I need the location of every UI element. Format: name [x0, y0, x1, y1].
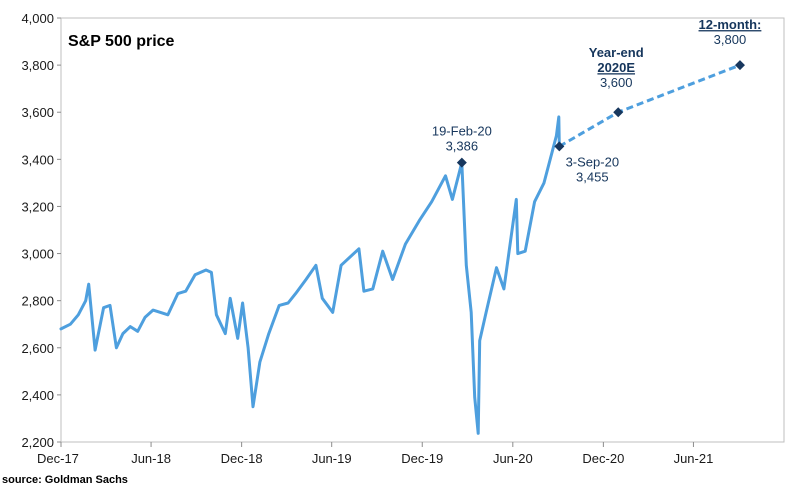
plot-frame — [60, 17, 785, 443]
y-tick-label: 3,000 — [21, 247, 54, 262]
plot-border — [60, 17, 785, 443]
y-tick-label: 3,200 — [21, 199, 54, 214]
y-tick-label: 3,400 — [21, 152, 54, 167]
y-axis: 2,200 2,400 2,600 2,800 3,000 3,200 3,400 3,600… — [21, 11, 61, 450]
annotation-text: 3,455 — [576, 169, 609, 184]
annotation-feb-peak: 19-Feb-203,386 — [432, 124, 492, 154]
annotation-sep-current: 3-Sep-203,455 — [566, 154, 619, 184]
x-tick-label: Jun-19 — [312, 451, 352, 466]
x-tick-label: Jun-21 — [674, 451, 714, 466]
annotation-text: 2020E — [597, 60, 635, 75]
annotation-text: Year-end — [589, 45, 644, 60]
marker-layer — [456, 60, 745, 168]
y-tick-label: 3,800 — [21, 58, 54, 73]
chart-title: S&P 500 price — [68, 33, 175, 50]
x-tick-label: Dec-20 — [582, 451, 624, 466]
x-tick-label: Dec-19 — [401, 451, 443, 466]
data-marker — [554, 141, 565, 152]
y-tick-label: 3,600 — [21, 105, 54, 120]
annotation-text: 3-Sep-20 — [566, 154, 619, 169]
annotation-text: 3,600 — [600, 75, 633, 90]
price-line — [59, 115, 561, 435]
y-tick-label: 4,000 — [21, 11, 54, 26]
x-tick-label: Dec-18 — [221, 451, 263, 466]
annotation-text: 3,386 — [446, 139, 479, 154]
data-marker — [456, 157, 467, 168]
series-layer — [59, 63, 741, 435]
y-tick-label: 2,800 — [21, 294, 54, 309]
y-tick-label: 2,400 — [21, 388, 54, 403]
annotation-text: 19-Feb-20 — [432, 124, 492, 139]
annotation-layer: 19-Feb-203,386 3-Sep-203,455 Year-end2020E… — [432, 17, 762, 184]
y-tick-label: 2,600 — [21, 341, 54, 356]
x-tick-label: Jun-18 — [131, 451, 171, 466]
x-tick-label: Dec-17 — [37, 451, 79, 466]
annotation-12-month: 12-month:3,800 — [699, 17, 762, 47]
y-tick-label: 2,200 — [21, 435, 54, 450]
annotation-text: 3,800 — [714, 32, 747, 47]
source-note: source: Goldman Sachs — [2, 474, 128, 486]
data-marker — [613, 107, 624, 118]
x-tick-label: Jun-20 — [493, 451, 533, 466]
data-marker — [734, 60, 745, 71]
annotation-text: 12-month: — [699, 17, 762, 32]
forecast-line — [558, 63, 741, 148]
x-axis: Dec-17 Jun-18 Dec-18 Jun-19 Dec-19 Jun-20 Dec-… — [37, 442, 713, 466]
